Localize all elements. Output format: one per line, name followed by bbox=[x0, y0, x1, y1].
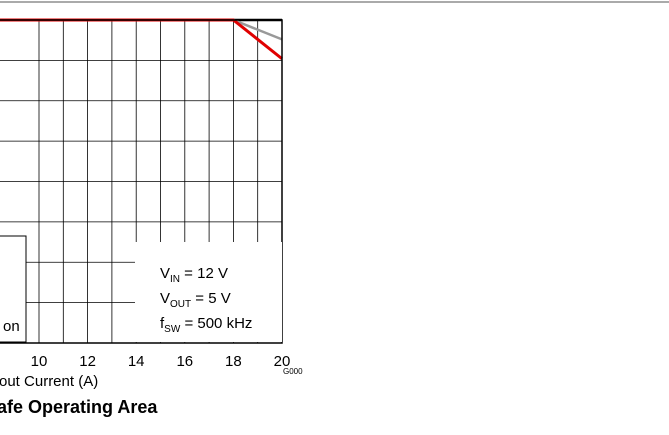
condition-vin: VIN = 12 V bbox=[160, 265, 228, 285]
legend-box bbox=[0, 235, 27, 343]
condition-fsw: fSW = 500 kHz bbox=[160, 315, 252, 335]
series-line-1 bbox=[0, 18, 283, 41]
x-tick-label: 20 bbox=[274, 353, 291, 370]
series-line-2 bbox=[0, 18, 283, 60]
x-axis-label: out Current (A) bbox=[0, 373, 98, 390]
conditions-box: VIN = 12 V VOUT = 5 V fSW = 500 kHz bbox=[135, 242, 282, 342]
x-tick-labels: 10 12 14 16 18 20 bbox=[31, 353, 291, 370]
figure-code: G000 bbox=[283, 367, 303, 376]
x-tick-label: 10 bbox=[31, 353, 48, 370]
x-tick-label: 16 bbox=[176, 353, 193, 370]
x-tick-label: 12 bbox=[79, 353, 96, 370]
legend: on bbox=[0, 235, 27, 343]
x-tick-label: 18 bbox=[225, 353, 242, 370]
condition-vout: VOUT = 5 V bbox=[160, 290, 231, 310]
conditions-background bbox=[135, 242, 282, 342]
chart-caption: afe Operating Area bbox=[0, 397, 158, 417]
legend-entry-text: on bbox=[3, 318, 20, 335]
plot-frame bbox=[0, 19, 283, 344]
series-group bbox=[0, 18, 283, 60]
x-tick-label: 14 bbox=[128, 353, 145, 370]
